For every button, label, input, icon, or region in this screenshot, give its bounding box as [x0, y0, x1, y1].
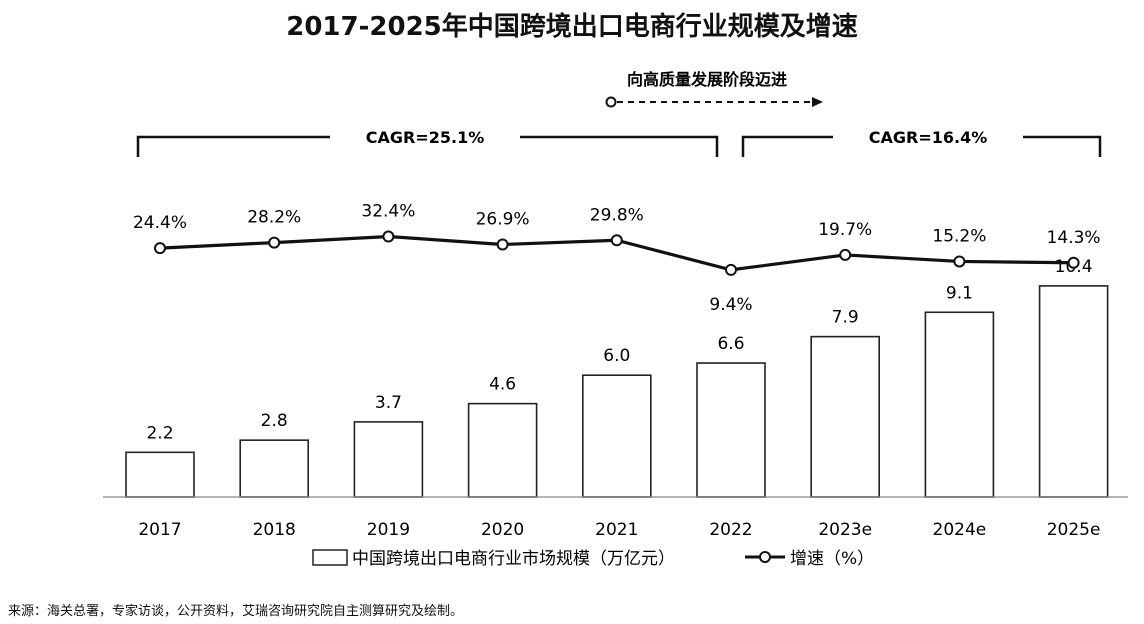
- bar: [467, 402, 538, 498]
- bar-series: 2.22.83.74.66.06.67.99.110.4: [125, 257, 1109, 498]
- chart-title: 2017-2025年中国跨境出口电商行业规模及增速: [286, 12, 858, 42]
- line-series: 24.4% 28.2% 32.4% 26.9% 29.8% 9.4% 19.7% 15.2% 1…: [133, 202, 1101, 315]
- cagr-bracket-left: [136, 135, 330, 157]
- annotation-dot: [605, 96, 617, 108]
- bar-value-label: 2.2: [146, 423, 173, 443]
- bar-value-label: 6.0: [603, 346, 630, 366]
- annotation-group: CAGR=25.1% CAGR=16.4% 向高质量发展阶段迈进: [136, 70, 1102, 157]
- x-tick-label: 2018: [253, 520, 296, 540]
- growth-value-label: 9.4%: [709, 295, 752, 315]
- x-tick-label: 2023e: [818, 520, 872, 540]
- growth-point: [268, 236, 281, 249]
- cagr-label: CAGR=25.1%: [366, 128, 485, 147]
- growth-point: [610, 234, 623, 247]
- cagr-bracket-right: [520, 135, 719, 157]
- growth-value-label: 15.2%: [932, 226, 986, 246]
- bar-value-label: 3.7: [375, 393, 402, 413]
- arrowhead-icon: [812, 97, 823, 107]
- x-tick-label: 2022: [709, 520, 752, 540]
- growth-point: [839, 248, 852, 261]
- growth-value-label: 19.7%: [818, 220, 872, 240]
- bar: [810, 335, 881, 498]
- bar: [924, 311, 995, 498]
- legend-bar-swatch: [312, 549, 348, 566]
- x-tick-label: 2019: [367, 520, 410, 540]
- growth-value-label: 28.2%: [247, 208, 301, 228]
- growth-value-label: 14.3%: [1047, 228, 1101, 248]
- legend-line-marker: [759, 551, 771, 563]
- bar-value-label: 6.6: [717, 334, 744, 354]
- x-tick-label: 2021: [595, 520, 638, 540]
- bar: [353, 421, 424, 498]
- bar-value-label: 7.9: [832, 308, 859, 328]
- x-axis: 2017 2018 2019 2020 2021 2022 2023e 2024e 2025e: [103, 496, 1128, 540]
- cagr-bracket-left: [741, 135, 833, 157]
- bar-value-label: 4.6: [489, 375, 516, 395]
- growth-value-label: 32.4%: [361, 202, 415, 222]
- bar-value-label: 2.8: [261, 411, 288, 431]
- bar-value-label: 9.1: [946, 283, 973, 303]
- growth-point: [1067, 256, 1080, 269]
- growth-value-label: 26.9%: [476, 209, 530, 229]
- x-tick-label: 2024e: [933, 520, 987, 540]
- growth-value-label: 24.4%: [133, 213, 187, 233]
- growth-point: [154, 242, 166, 255]
- bar: [125, 451, 195, 498]
- bar: [696, 362, 766, 498]
- source-note: 来源：海关总署，专家访谈，公开资料，艾瑞咨询研究院自主测算研究及绘制。: [8, 604, 464, 619]
- x-tick-label: 2017: [138, 520, 181, 540]
- growth-value-label: 29.8%: [590, 205, 644, 225]
- x-tick-label: 2020: [481, 520, 524, 540]
- growth-point: [953, 255, 966, 268]
- cagr-bracket-right: [1023, 135, 1102, 157]
- growth-point: [725, 263, 737, 276]
- bar: [1038, 285, 1109, 498]
- legend-bar-label: 中国跨境出口电商行业市场规模（万亿元）: [352, 549, 675, 569]
- bar: [239, 439, 309, 498]
- legend: 中国跨境出口电商行业市场规模（万亿元） 增速（%）: [312, 549, 874, 569]
- x-tick-label: 2025e: [1047, 520, 1101, 540]
- growth-point: [496, 238, 509, 251]
- bar: [581, 374, 652, 498]
- growth-point: [382, 230, 395, 243]
- legend-line-label: 增速（%）: [790, 549, 874, 569]
- annotation-text: 向高质量发展阶段迈进: [627, 70, 787, 89]
- cagr-label: CAGR=16.4%: [869, 128, 988, 147]
